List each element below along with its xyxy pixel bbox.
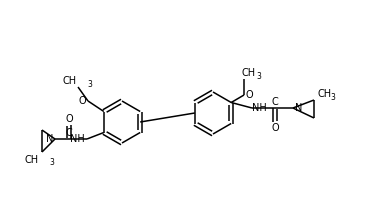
Text: CH: CH <box>317 89 331 99</box>
Text: 3: 3 <box>330 93 335 102</box>
Text: O: O <box>79 96 86 106</box>
Text: C: C <box>66 128 72 138</box>
Text: N: N <box>295 103 302 113</box>
Text: 3: 3 <box>256 72 261 81</box>
Text: CH: CH <box>25 155 39 165</box>
Text: C: C <box>272 97 279 107</box>
Text: N: N <box>46 134 53 144</box>
Text: 3: 3 <box>49 158 54 167</box>
Text: O: O <box>65 114 73 124</box>
Text: CH: CH <box>63 76 77 86</box>
Text: 3: 3 <box>87 80 92 89</box>
Text: O: O <box>271 123 279 133</box>
Text: NH: NH <box>252 103 267 113</box>
Text: NH: NH <box>70 134 85 144</box>
Text: CH: CH <box>242 68 256 78</box>
Text: O: O <box>246 90 254 100</box>
